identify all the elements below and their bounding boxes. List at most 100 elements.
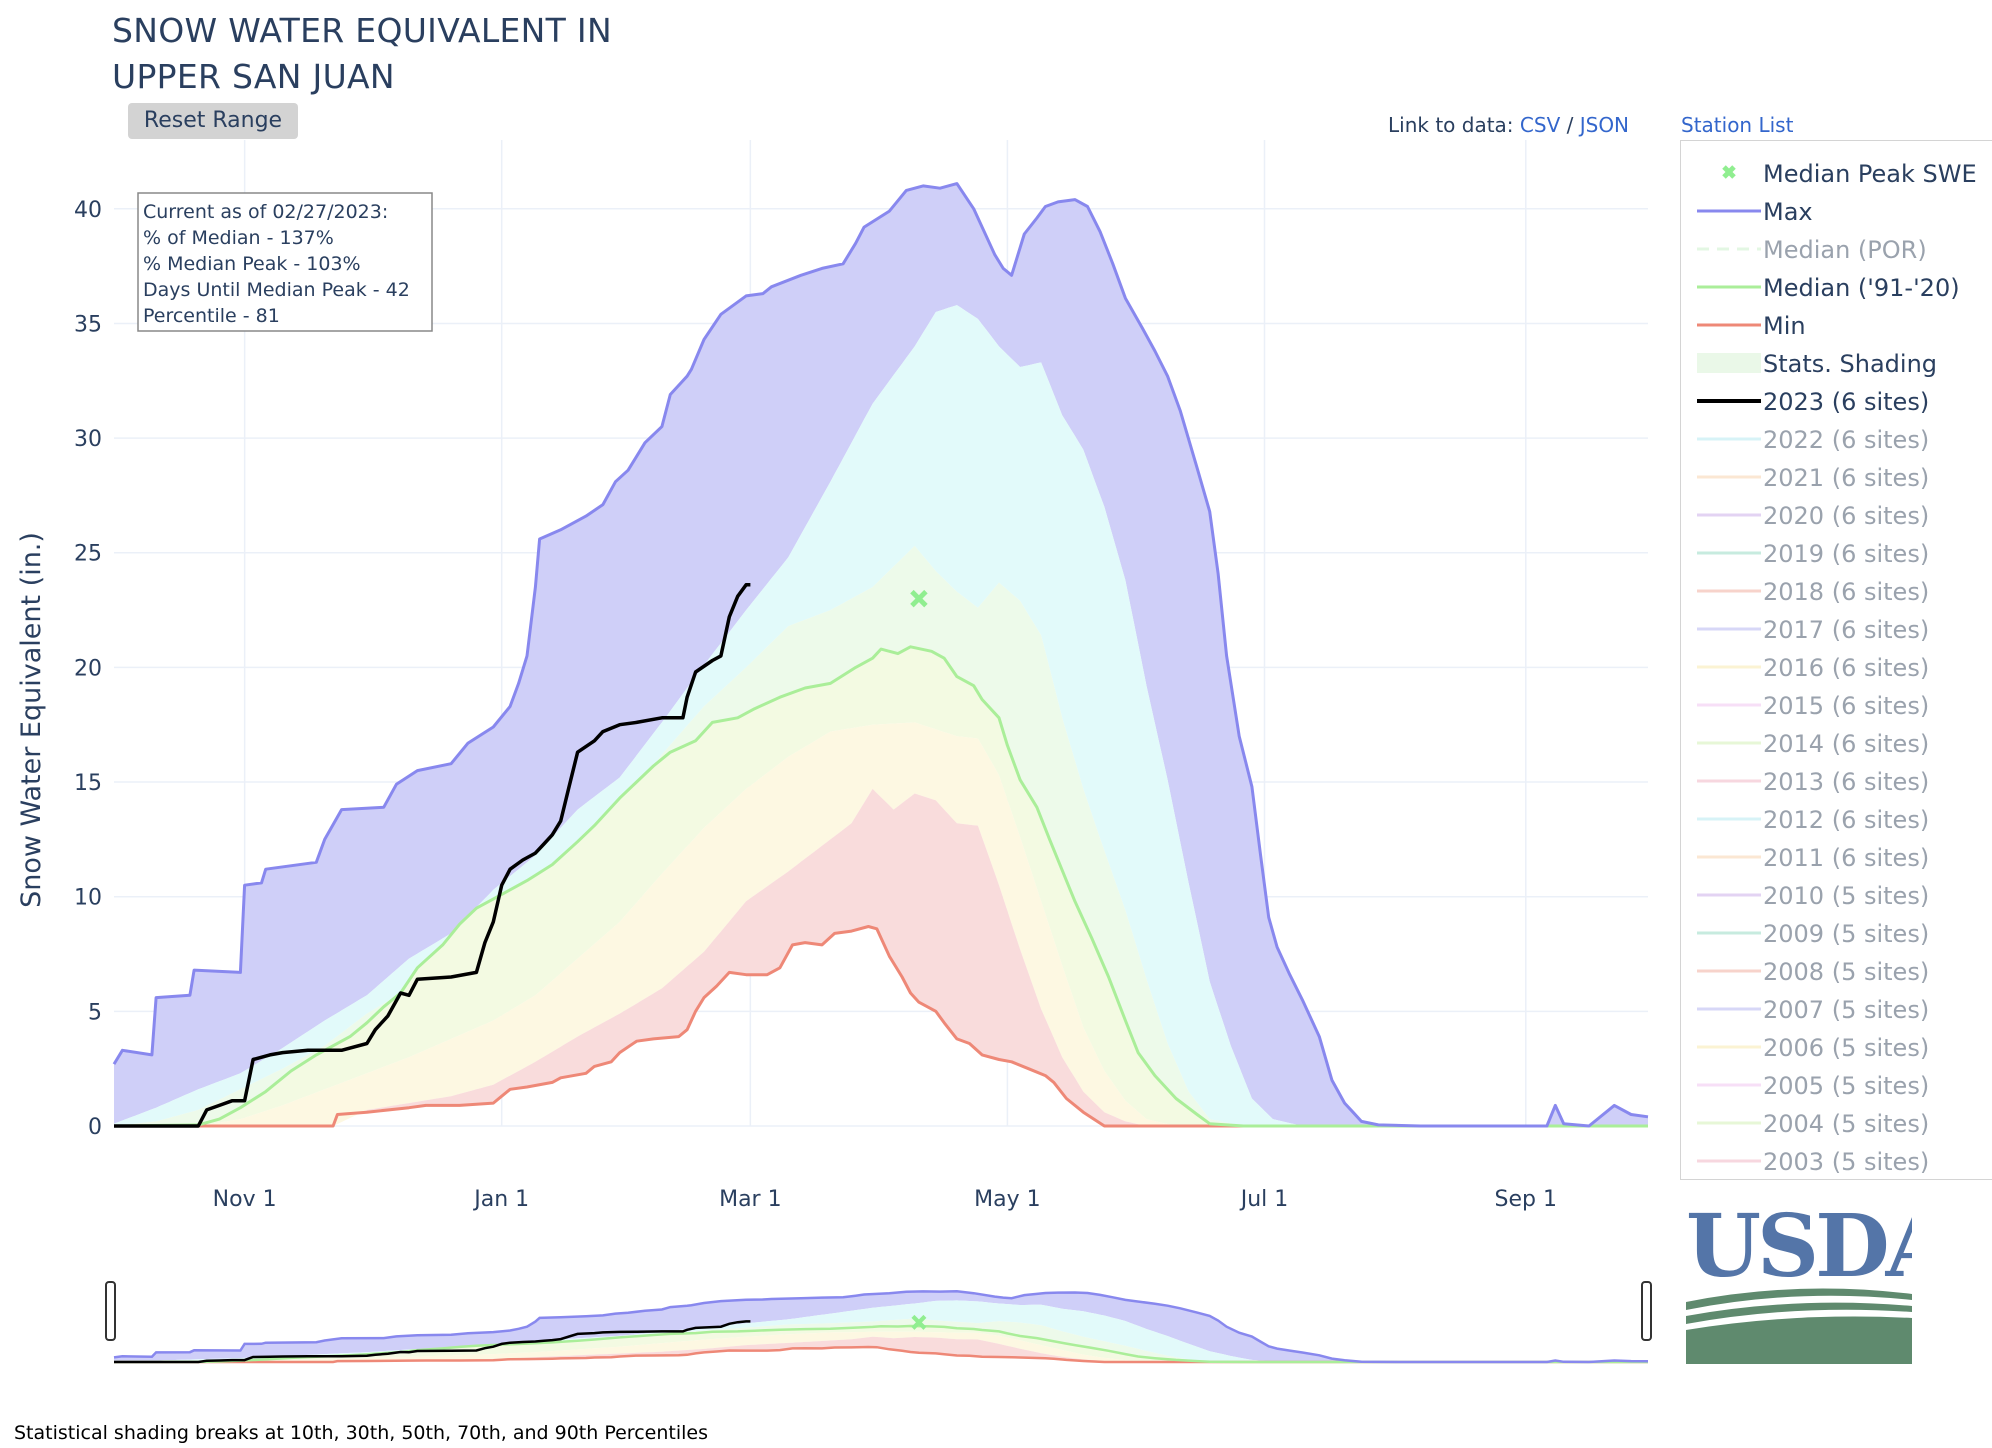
y-tick-label: 35 bbox=[74, 312, 102, 337]
legend-symbol bbox=[1697, 779, 1761, 783]
y-axis-label: Snow Water Equivalent (in.) bbox=[16, 532, 47, 908]
info-line-5: Percentile - 81 bbox=[143, 305, 280, 327]
legend-item-2010-5-sites[interactable]: 2010 (5 sites) bbox=[1681, 877, 1992, 915]
x-tick-label: Nov 1 bbox=[213, 1187, 277, 1212]
legend-label: Median Peak SWE bbox=[1763, 160, 1977, 188]
y-tick-label: 20 bbox=[74, 656, 102, 681]
legend-symbol bbox=[1697, 1083, 1761, 1087]
info-line-1: Current as of 02/27/2023: bbox=[143, 201, 388, 223]
json-link[interactable]: JSON bbox=[1579, 113, 1630, 137]
y-tick-label: 15 bbox=[74, 771, 102, 796]
legend-label: 2013 (6 sites) bbox=[1763, 768, 1930, 796]
legend-symbol bbox=[1697, 931, 1761, 935]
legend-label: 2018 (6 sites) bbox=[1763, 578, 1930, 606]
legend-label: 2023 (6 sites) bbox=[1763, 388, 1930, 416]
legend-item-2016-6-sites[interactable]: 2016 (6 sites) bbox=[1681, 649, 1992, 687]
range-slider-band-min-10 bbox=[114, 1336, 1648, 1362]
legend-item-2004-5-sites[interactable]: 2004 (5 sites) bbox=[1681, 1105, 1992, 1143]
legend-symbol bbox=[1697, 969, 1761, 973]
legend-label: 2009 (5 sites) bbox=[1763, 920, 1930, 948]
legend-label: 2008 (5 sites) bbox=[1763, 958, 1930, 986]
legend-item-2007-5-sites[interactable]: 2007 (5 sites) bbox=[1681, 991, 1992, 1029]
usda-logo-text: USDA bbox=[1686, 1202, 1912, 1297]
legend-item-2012-6-sites[interactable]: 2012 (6 sites) bbox=[1681, 801, 1992, 839]
range-slider-line-max bbox=[113, 1290, 1649, 1364]
station-list-link[interactable]: Station List bbox=[1681, 113, 1794, 137]
series-line-2023-6-sites bbox=[114, 583, 751, 1128]
data-links: Link to data: CSV / JSON bbox=[1388, 113, 1629, 137]
legend-item-2019-6-sites[interactable]: 2019 (6 sites) bbox=[1681, 535, 1992, 573]
legend-label: Median ('91-'20) bbox=[1763, 274, 1960, 302]
legend-symbol bbox=[1697, 551, 1761, 555]
legend-item-2018-6-sites[interactable]: 2018 (6 sites) bbox=[1681, 573, 1992, 611]
legend-symbol bbox=[1697, 1159, 1761, 1163]
range-slider-left-handle[interactable] bbox=[105, 1281, 116, 1341]
legend-label: 2006 (5 sites) bbox=[1763, 1034, 1930, 1062]
legend-item-median-por[interactable]: Median (POR) bbox=[1681, 231, 1992, 269]
legend-symbol bbox=[1697, 353, 1761, 373]
legend-item-stats-shading[interactable]: Stats. Shading bbox=[1681, 345, 1992, 383]
legend-label: Median (POR) bbox=[1763, 236, 1927, 264]
csv-link[interactable]: CSV bbox=[1519, 113, 1561, 137]
legend-symbol bbox=[1697, 817, 1761, 821]
legend-item-2013-6-sites[interactable]: 2013 (6 sites) bbox=[1681, 763, 1992, 801]
legend-label: 2010 (5 sites) bbox=[1763, 882, 1930, 910]
legend-symbol bbox=[1697, 627, 1761, 631]
chart-title-line2: UPPER SAN JUAN bbox=[112, 57, 395, 96]
legend-label: 2007 (5 sites) bbox=[1763, 996, 1930, 1024]
legend-symbol bbox=[1697, 247, 1761, 251]
range-slider-line-min bbox=[114, 1345, 1648, 1364]
legend-symbol bbox=[1722, 165, 1736, 179]
legend-symbol bbox=[1697, 399, 1761, 403]
legend-item-2020-6-sites[interactable]: 2020 (6 sites) bbox=[1681, 497, 1992, 535]
legend-item-max[interactable]: Max bbox=[1681, 193, 1992, 231]
legend-symbol bbox=[1697, 285, 1761, 289]
x-tick-labels: Nov 1 Jan 1 Mar 1 May 1 Jul 1 Sep 1 bbox=[213, 1187, 1557, 1212]
x-tick-label: Sep 1 bbox=[1495, 1187, 1557, 1212]
series-line-median-91-20 bbox=[113, 645, 1648, 1128]
legend-label: 2012 (6 sites) bbox=[1763, 806, 1930, 834]
band-min-10 bbox=[114, 788, 1648, 1126]
band-30-50 bbox=[114, 646, 1648, 1126]
reset-range-button[interactable]: Reset Range bbox=[128, 103, 298, 139]
legend-item-2008-5-sites[interactable]: 2008 (5 sites) bbox=[1681, 953, 1992, 991]
range-slider-band-10-30 bbox=[114, 1331, 1648, 1362]
legend-symbol bbox=[1697, 703, 1761, 707]
range-slider-lines bbox=[113, 1290, 1649, 1364]
legend-label: Max bbox=[1763, 198, 1813, 226]
x-tick-label: Jul 1 bbox=[1239, 1187, 1289, 1212]
range-slider-band-30-50 bbox=[114, 1326, 1648, 1362]
legend-item-2006-5-sites[interactable]: 2006 (5 sites) bbox=[1681, 1029, 1992, 1067]
legend-label: 2016 (6 sites) bbox=[1763, 654, 1930, 682]
legend-item-median-91-20[interactable]: Median ('91-'20) bbox=[1681, 269, 1992, 307]
legend-item-min[interactable]: Min bbox=[1681, 307, 1992, 345]
legend-item-2017-6-sites[interactable]: 2017 (6 sites) bbox=[1681, 611, 1992, 649]
range-slider-line-2023-6-sites bbox=[114, 1320, 751, 1364]
legend-item-2022-6-sites[interactable]: 2022 (6 sites) bbox=[1681, 421, 1992, 459]
legend-label: 2017 (6 sites) bbox=[1763, 616, 1930, 644]
legend-item-2005-5-sites[interactable]: 2005 (5 sites) bbox=[1681, 1067, 1992, 1105]
range-slider-median-peak-marker bbox=[911, 1314, 927, 1330]
legend-item-2014-6-sites[interactable]: 2014 (6 sites) bbox=[1681, 725, 1992, 763]
link-separator: / bbox=[1566, 113, 1574, 137]
y-tick-label: 5 bbox=[88, 1000, 102, 1025]
range-slider[interactable] bbox=[105, 1281, 1652, 1364]
legend-item-2011-6-sites[interactable]: 2011 (6 sites) bbox=[1681, 839, 1992, 877]
legend-symbol bbox=[1697, 1045, 1761, 1049]
legend-symbol bbox=[1697, 855, 1761, 859]
legend-symbol bbox=[1697, 437, 1761, 441]
legend-symbol bbox=[1697, 1121, 1761, 1125]
station-list-container: Station List bbox=[1681, 113, 1793, 137]
legend-symbol bbox=[1697, 475, 1761, 479]
link-prefix: Link to data: bbox=[1388, 113, 1514, 137]
legend-item-2015-6-sites[interactable]: 2015 (6 sites) bbox=[1681, 687, 1992, 725]
series-line-max bbox=[112, 182, 1649, 1128]
legend-item-2021-6-sites[interactable]: 2021 (6 sites) bbox=[1681, 459, 1992, 497]
legend-symbol bbox=[1697, 1007, 1761, 1011]
range-slider-right-handle[interactable] bbox=[1641, 1281, 1652, 1341]
legend-item-2003-5-sites[interactable]: 2003 (5 sites) bbox=[1681, 1143, 1992, 1179]
legend-item-2023-6-sites[interactable]: 2023 (6 sites) bbox=[1681, 383, 1992, 421]
legend-item-2009-5-sites[interactable]: 2009 (5 sites) bbox=[1681, 915, 1992, 953]
usda-logo: USDA bbox=[1686, 1202, 1912, 1364]
legend-item-median-peak-swe[interactable]: Median Peak SWE bbox=[1681, 155, 1992, 193]
